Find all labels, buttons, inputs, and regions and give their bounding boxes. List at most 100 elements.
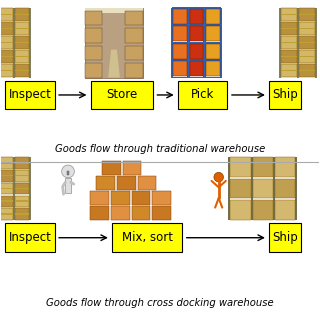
Bar	[15, 36, 29, 49]
Circle shape	[214, 172, 223, 182]
Bar	[111, 206, 130, 220]
Bar	[111, 191, 130, 205]
FancyBboxPatch shape	[5, 223, 54, 252]
Bar	[90, 191, 109, 205]
Bar	[15, 56, 29, 57]
FancyBboxPatch shape	[112, 223, 182, 252]
Bar	[187, 8, 189, 77]
Bar	[275, 157, 295, 177]
Text: Goods flow through traditional warehouse: Goods flow through traditional warehouse	[55, 144, 265, 154]
Bar	[0, 50, 13, 63]
Bar	[0, 213, 13, 215]
Bar	[0, 22, 13, 35]
Text: Inspect: Inspect	[9, 88, 52, 101]
Bar	[299, 64, 315, 77]
Bar	[252, 179, 273, 198]
Bar	[252, 157, 273, 177]
Bar	[172, 24, 221, 26]
Bar	[297, 8, 299, 77]
Bar	[15, 50, 29, 63]
Bar	[85, 46, 102, 60]
Bar	[281, 22, 297, 35]
Bar	[228, 157, 230, 220]
Bar	[0, 183, 13, 194]
Bar	[299, 42, 315, 43]
FancyBboxPatch shape	[91, 81, 153, 109]
Text: Mix, sort: Mix, sort	[122, 231, 173, 244]
Bar	[172, 76, 221, 78]
Bar	[173, 9, 187, 24]
Bar	[15, 64, 29, 77]
Bar	[0, 200, 13, 202]
Bar	[15, 188, 29, 189]
Text: Ship: Ship	[272, 231, 298, 244]
Circle shape	[62, 165, 74, 178]
Bar	[315, 8, 317, 77]
Bar	[189, 27, 204, 41]
Bar	[281, 50, 297, 63]
Bar	[173, 27, 187, 41]
Bar	[0, 188, 13, 189]
Bar	[15, 14, 29, 15]
Bar	[15, 175, 29, 177]
Bar	[15, 200, 29, 202]
Bar	[152, 191, 171, 205]
Bar	[85, 11, 102, 25]
Bar	[189, 9, 204, 24]
Bar	[299, 36, 315, 49]
Bar	[206, 44, 220, 59]
Bar	[172, 59, 221, 61]
Bar	[85, 63, 102, 77]
Bar	[281, 36, 297, 49]
Text: Goods flow through cross docking warehouse: Goods flow through cross docking warehou…	[46, 298, 274, 308]
Bar	[124, 46, 143, 60]
Bar	[230, 179, 251, 198]
Bar	[220, 8, 222, 77]
Bar	[13, 157, 15, 220]
Bar	[281, 56, 297, 57]
Bar	[0, 208, 13, 220]
Bar	[189, 61, 204, 76]
Bar	[299, 8, 315, 21]
Text: Store: Store	[106, 88, 138, 101]
Bar	[15, 28, 29, 29]
Bar	[281, 42, 297, 43]
Bar	[15, 208, 29, 220]
Bar	[13, 8, 15, 77]
Bar	[206, 27, 220, 41]
Bar	[65, 178, 71, 193]
Bar	[295, 157, 297, 220]
Bar	[124, 28, 143, 43]
Bar	[275, 179, 295, 198]
Bar	[0, 56, 13, 57]
Bar	[29, 8, 31, 77]
Bar	[299, 50, 315, 63]
Bar	[252, 200, 273, 220]
FancyBboxPatch shape	[269, 81, 301, 109]
Bar	[299, 14, 315, 15]
FancyBboxPatch shape	[5, 81, 54, 109]
Text: Inspect: Inspect	[9, 231, 52, 244]
Bar	[15, 8, 29, 21]
Bar	[0, 42, 13, 43]
FancyBboxPatch shape	[178, 81, 228, 109]
Bar	[85, 8, 143, 13]
Bar	[206, 9, 220, 24]
Bar	[189, 44, 204, 59]
Bar	[15, 170, 29, 181]
Bar	[281, 69, 297, 71]
Polygon shape	[108, 50, 120, 77]
Bar	[173, 44, 187, 59]
Bar	[230, 157, 251, 177]
Text: Pick: Pick	[191, 88, 214, 101]
Bar	[230, 200, 251, 220]
Bar	[124, 63, 143, 77]
Bar	[15, 69, 29, 71]
Bar	[29, 157, 31, 220]
Bar	[132, 191, 150, 205]
Bar	[15, 42, 29, 43]
Bar	[15, 213, 29, 215]
Bar	[0, 36, 13, 49]
Text: Ship: Ship	[272, 88, 298, 101]
Bar	[299, 69, 315, 71]
